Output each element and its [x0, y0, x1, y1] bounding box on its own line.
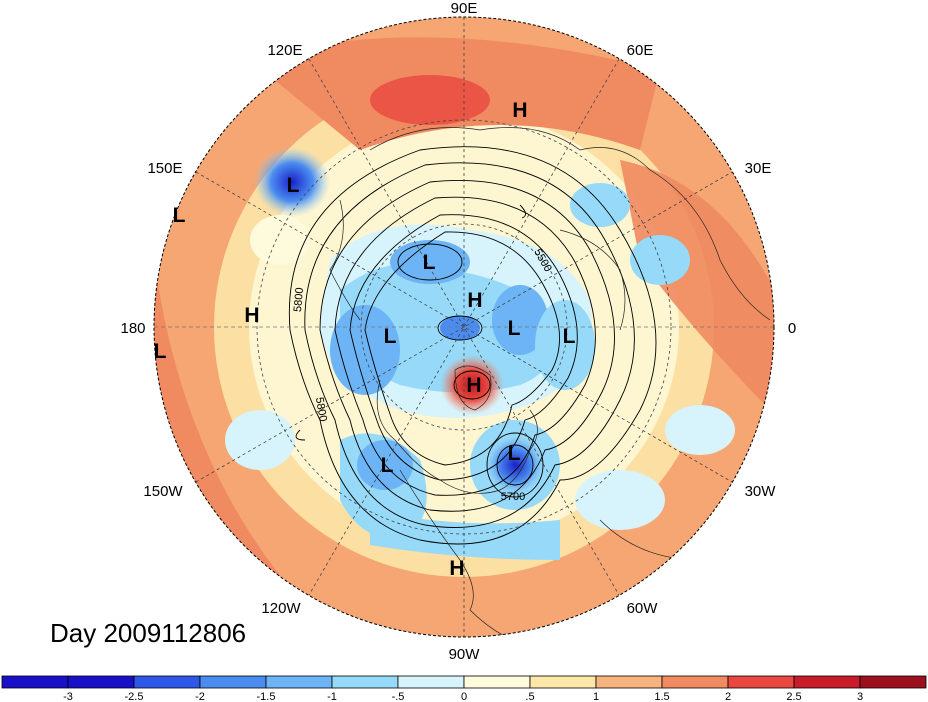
colorbar-tick-label: -3 [63, 691, 73, 702]
lon-label-30e: 30E [745, 160, 772, 177]
colorbar-tick-label: 1.5 [654, 691, 669, 702]
pressure-center-h: H [512, 99, 527, 122]
colorbar-box [331, 675, 399, 689]
contour-label-5800: 5800 [313, 396, 329, 422]
colorbar-tick-label: .5 [525, 691, 534, 702]
colorbar-labels: -3 -2.5 -2 -1.5 -1 -.5 0 .5 1 1.5 2 2.5 3 [63, 691, 863, 702]
anomaly-shading [154, 17, 774, 637]
colorbar-box [661, 675, 729, 689]
map-title: Day 2009112806 [50, 618, 247, 648]
colorbar-tick-label: 0 [461, 691, 467, 702]
pressure-center-h: H [449, 557, 464, 580]
lon-label-90w: 90W [449, 646, 481, 663]
colorbar-box [67, 675, 135, 689]
colorbar-tick-label: 2 [725, 691, 731, 702]
colorbar-tick-label: 3 [857, 691, 863, 702]
pressure-center-l: L [287, 174, 300, 197]
lon-label-90e: 90E [451, 0, 478, 17]
pressure-center-labels: H L L H L L H L L L H L L H [154, 99, 576, 580]
lon-label-150e: 150E [147, 160, 182, 177]
colorbar-tick-label: -1 [327, 691, 337, 702]
pressure-center-l: L [563, 325, 576, 348]
pressure-center-l: L [381, 454, 394, 477]
pressure-center-l: L [154, 340, 167, 363]
colorbar-box [133, 675, 201, 689]
pressure-center-h: H [467, 289, 482, 312]
pressure-center-l: L [423, 251, 436, 274]
lon-label-150w: 150W [143, 483, 183, 500]
lon-label-30w: 30W [745, 483, 777, 500]
pressure-center-h: H [466, 374, 481, 397]
lon-label-120w: 120W [261, 600, 301, 617]
lon-label-180: 180 [120, 320, 145, 337]
graticule [154, 17, 774, 637]
lon-label-120e: 120E [267, 42, 302, 59]
lon-label-0: 0 [788, 320, 796, 337]
colorbar-boxes [1, 675, 927, 689]
contour-label-5800: 5800 [292, 287, 306, 312]
colorbar-tick-label: -.5 [392, 691, 405, 702]
pressure-center-l: L [508, 442, 521, 465]
height-contours [288, 146, 657, 545]
colorbar-box [793, 675, 861, 689]
longitude-labels: 90E 60E 120E 150E 30E 180 0 150W 30W 120… [120, 0, 796, 663]
pressure-center-l: L [508, 317, 521, 340]
colorbar: -3 -2.5 -2 -1.5 -1 -.5 0 .5 1 1.5 2 2.5 3 [1, 675, 927, 702]
colorbar-box [397, 675, 465, 689]
colorbar-tick-label: 2.5 [786, 691, 801, 702]
pressure-center-l: L [173, 204, 186, 227]
map-boundary [153, 16, 775, 638]
colorbar-tick-label: -2.5 [125, 691, 144, 702]
colorbar-box [529, 675, 597, 689]
lon-label-60e: 60E [627, 42, 654, 59]
colorbar-box [265, 675, 333, 689]
colorbar-box [859, 675, 927, 689]
pressure-center-h: H [244, 304, 259, 327]
contour-label-5700: 5700 [501, 491, 525, 503]
colorbar-box [595, 675, 663, 689]
pressure-center-l: L [384, 325, 397, 348]
colorbar-box [463, 675, 531, 689]
colorbar-box [199, 675, 267, 689]
colorbar-box [727, 675, 795, 689]
colorbar-box [1, 675, 69, 689]
colorbar-tick-label: -1.5 [257, 691, 276, 702]
colorbar-tick-label: -2 [195, 691, 205, 702]
colorbar-tick-label: 1 [593, 691, 599, 702]
lon-label-60w: 60W [627, 600, 659, 617]
